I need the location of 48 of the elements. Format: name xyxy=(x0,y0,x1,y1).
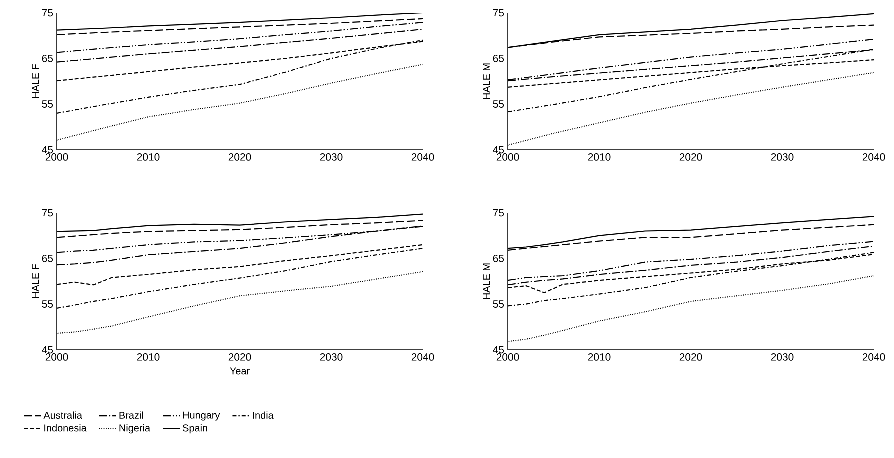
y-axis-title: HALE M xyxy=(483,64,490,100)
legend-label: Hungary xyxy=(183,412,220,421)
y-tick-label: 55 xyxy=(493,100,504,108)
x-tick-label: 2030 xyxy=(320,354,343,361)
x-tick-label: 2020 xyxy=(228,154,252,161)
x-tick-label: 2040 xyxy=(412,354,434,361)
y-tick-label: 55 xyxy=(42,300,54,308)
y-tick-label: 75 xyxy=(42,9,54,17)
y-tick-label: 65 xyxy=(42,254,54,262)
legend-label: India xyxy=(253,412,274,420)
x-axis-title: Year xyxy=(230,368,250,375)
legend-label: Indonesia xyxy=(44,424,87,432)
x-tick-label: 2020 xyxy=(680,354,702,361)
x-tick-label: 2010 xyxy=(588,354,611,361)
y-tick-label: 45 xyxy=(493,146,504,154)
x-tick-label: 2040 xyxy=(862,154,886,161)
x-tick-label: 2030 xyxy=(320,154,343,161)
legend-label: Australia xyxy=(44,412,82,420)
y-tick-label: 65 xyxy=(493,254,504,262)
y-tick-label: 65 xyxy=(42,54,54,62)
legend-label: Brazil xyxy=(120,412,144,420)
y-tick-label: 55 xyxy=(42,100,54,108)
x-tick-label: 2020 xyxy=(680,154,702,161)
y-axis-title: HALE F xyxy=(32,264,39,298)
y-tick-label: 65 xyxy=(493,54,504,62)
legend-label: Spain xyxy=(183,424,208,434)
x-tick-label: 2040 xyxy=(862,354,886,361)
x-tick-label: 2020 xyxy=(228,354,252,361)
y-tick-label: 75 xyxy=(493,209,504,217)
x-tick-label: 2010 xyxy=(588,154,611,161)
x-tick-label: 2000 xyxy=(46,354,68,361)
x-tick-label: 2030 xyxy=(771,354,794,361)
x-tick-label: 2000 xyxy=(496,354,520,361)
y-tick-label: 75 xyxy=(493,9,504,17)
y-tick-label: 75 xyxy=(42,209,54,217)
x-tick-label: 2030 xyxy=(771,154,794,161)
y-tick-label: 45 xyxy=(42,146,54,154)
y-tick-label: 45 xyxy=(493,346,504,354)
legend-label: Nigeria xyxy=(120,424,151,434)
y-tick-label: 55 xyxy=(493,300,504,308)
x-tick-label: 2000 xyxy=(496,154,520,161)
x-tick-label: 2040 xyxy=(412,154,434,161)
x-tick-label: 2010 xyxy=(137,154,160,161)
y-axis-title: HALE M xyxy=(483,264,490,300)
x-tick-label: 2000 xyxy=(46,154,68,161)
y-axis-title: HALE F xyxy=(32,64,39,98)
x-tick-label: 2010 xyxy=(137,354,160,361)
y-tick-label: 45 xyxy=(42,346,54,354)
